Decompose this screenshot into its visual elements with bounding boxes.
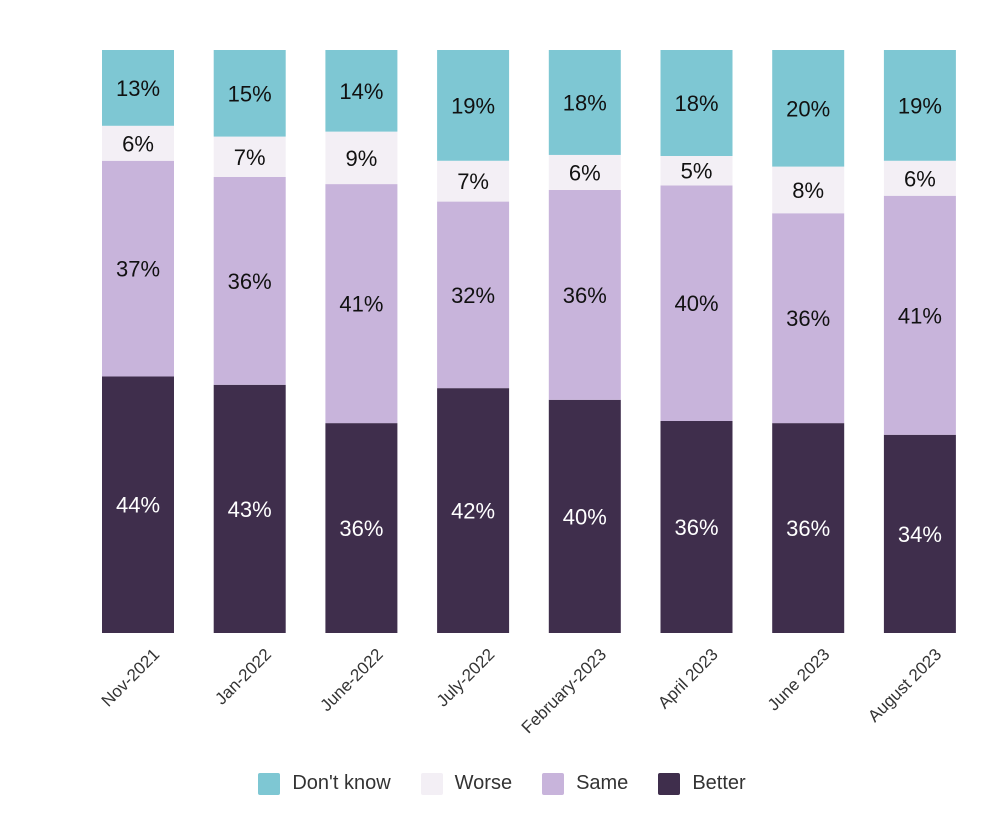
data-label-better-february-2023: 40%: [563, 504, 607, 529]
data-label-don-t-know-april-2023: 18%: [674, 91, 718, 116]
legend-label-better: Better: [692, 772, 746, 794]
data-label-worse-nov-2021: 6%: [122, 131, 154, 156]
data-label-better-nov-2021: 44%: [116, 493, 160, 518]
bar-segment-don-t-know-nov-2021: [102, 50, 174, 126]
bar-stack-june-2023: 36% 36% 8% 20%: [772, 50, 845, 633]
bar-segment-better-february-2023: [548, 399, 621, 633]
data-label-worse-july-2022: 7%: [457, 169, 489, 194]
legend-label-worse: Worse: [454, 772, 513, 794]
bar-segment-better-august-2023: [883, 434, 956, 633]
bar-segment-same-june-2023: [772, 213, 845, 424]
chart-legend: Don't know Worse Same Better: [0, 772, 1004, 795]
x-tick-label-jan-2022: Jan-2022: [211, 645, 275, 709]
x-tick-label-june-2023: June 2023: [764, 645, 834, 715]
bar-segment-don-t-know-april-2023: [660, 50, 733, 156]
chart-svg: 44% 37% 6% 13% Nov-2021 43% 36% 7% 15% Jan-2022 36…: [98, 50, 956, 737]
bar-segment-worse-june-2023: [772, 166, 845, 214]
data-label-worse-june-2023: 8%: [792, 178, 824, 203]
legend-item-worse: Worse: [420, 772, 513, 795]
bar-stack-february-2023: 40% 36% 6% 18%: [548, 50, 621, 633]
data-label-same-july-2022: 32%: [451, 283, 495, 308]
data-label-better-jan-2022: 43%: [228, 497, 272, 522]
x-tick-label-nov-2021: Nov-2021: [98, 645, 164, 711]
data-label-worse-june-2022: 9%: [346, 146, 378, 171]
bar-segment-worse-april-2023: [660, 156, 733, 186]
bar-segment-don-t-know-june-2023: [772, 50, 845, 167]
data-label-don-t-know-nov-2021: 13%: [116, 76, 160, 101]
data-label-don-t-know-august-2023: 19%: [898, 93, 942, 118]
legend-swatch-better: [658, 772, 681, 795]
legend-label-don-t-know: Don't know: [292, 772, 391, 794]
bar-segment-don-t-know-july-2022: [437, 50, 510, 161]
legend-swatch-worse: [420, 772, 443, 795]
data-label-better-july-2022: 42%: [451, 499, 495, 524]
bar-segment-better-jan-2022: [213, 384, 286, 633]
x-tick-label-august-2023: August 2023: [864, 645, 945, 726]
bar-segment-same-july-2022: [437, 201, 510, 389]
bar-segment-don-t-know-jan-2022: [213, 50, 286, 137]
x-tick-label-june-2022: June-2022: [316, 645, 386, 715]
legend-label-same: Same: [576, 772, 629, 794]
bar-segment-same-august-2023: [883, 195, 956, 435]
data-label-same-june-2023: 36%: [786, 306, 830, 331]
data-label-same-february-2023: 36%: [563, 283, 607, 308]
bar-segment-worse-jan-2022: [213, 136, 286, 177]
data-label-don-t-know-june-2022: 14%: [339, 79, 383, 104]
data-label-don-t-know-june-2023: 20%: [786, 96, 830, 121]
bar-stack-july-2022: 42% 32% 7% 19%: [437, 50, 510, 633]
bar-stack-nov-2021: 44% 37% 6% 13%: [102, 50, 174, 633]
bar-segment-same-nov-2021: [102, 160, 174, 377]
bar-segment-better-june-2023: [772, 423, 845, 633]
bar-stack-june-2022: 36% 41% 9% 14%: [325, 50, 398, 633]
bar-segment-worse-june-2022: [325, 131, 398, 185]
bar-segment-don-t-know-june-2022: [325, 50, 398, 132]
bar-segment-better-july-2022: [437, 388, 510, 633]
bar-segment-worse-july-2022: [437, 160, 510, 202]
data-label-same-nov-2021: 37%: [116, 257, 160, 282]
bar-segment-same-february-2023: [548, 189, 621, 400]
data-label-worse-february-2023: 6%: [569, 160, 601, 185]
bar-segment-worse-august-2023: [883, 160, 956, 196]
bar-segment-worse-nov-2021: [102, 125, 174, 161]
data-label-same-august-2023: 41%: [898, 303, 942, 328]
data-label-same-jan-2022: 36%: [228, 269, 272, 294]
bar-segment-don-t-know-february-2023: [548, 50, 621, 155]
x-tick-label-february-2023: February-2023: [518, 645, 610, 737]
data-label-don-t-know-february-2023: 18%: [563, 90, 607, 115]
data-label-better-august-2023: 34%: [898, 522, 942, 547]
bar-segment-same-jan-2022: [213, 176, 286, 385]
bar-segment-better-april-2023: [660, 421, 733, 633]
x-tick-label-july-2022: July-2022: [433, 645, 499, 711]
legend-swatch-don-t-know: [258, 772, 281, 795]
data-label-worse-jan-2022: 7%: [234, 145, 266, 170]
data-label-same-june-2022: 41%: [339, 292, 383, 317]
legend-item-don-t-know: Don't know: [258, 772, 391, 795]
data-label-better-june-2022: 36%: [339, 516, 383, 541]
data-label-don-t-know-jan-2022: 15%: [228, 81, 272, 106]
x-tick-label-april-2023: April 2023: [654, 645, 722, 713]
data-label-better-june-2023: 36%: [786, 516, 830, 541]
legend-swatch-same: [542, 772, 565, 795]
legend-item-same: Same: [542, 772, 628, 795]
data-label-better-april-2023: 36%: [674, 515, 718, 540]
legend-item-better: Better: [658, 772, 746, 795]
bar-stack-jan-2022: 43% 36% 7% 15%: [213, 50, 286, 633]
bar-segment-worse-february-2023: [548, 154, 621, 190]
bar-segment-don-t-know-august-2023: [883, 50, 956, 161]
bar-segment-same-june-2022: [325, 184, 398, 424]
bar-segment-same-april-2023: [660, 185, 733, 421]
bar-stack-august-2023: 34% 41% 6% 19%: [883, 50, 956, 633]
data-label-same-april-2023: 40%: [674, 291, 718, 316]
data-label-worse-august-2023: 6%: [904, 166, 936, 191]
data-label-worse-april-2023: 5%: [681, 159, 713, 184]
bar-segment-better-nov-2021: [102, 376, 174, 633]
bar-segment-better-june-2022: [325, 423, 398, 633]
data-label-don-t-know-july-2022: 19%: [451, 93, 495, 118]
bar-stack-april-2023: 36% 40% 5% 18%: [660, 50, 733, 633]
